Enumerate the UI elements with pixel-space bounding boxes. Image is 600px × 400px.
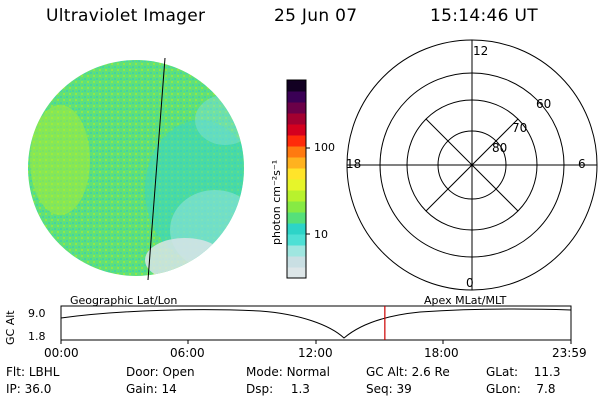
colorbar-segment xyxy=(287,135,306,147)
ip-label: IP: xyxy=(6,382,21,396)
mode-label: Mode: xyxy=(246,365,283,379)
colorbar-segment xyxy=(287,201,306,213)
colorbar-segment xyxy=(287,212,306,224)
colorbar-segment xyxy=(287,113,306,125)
colorbar-segment xyxy=(287,80,306,92)
mode-readout: Mode: Normal xyxy=(246,365,330,379)
colorbar-unit-label: photon cm⁻²s⁻¹ xyxy=(270,159,283,245)
glat-value: 11.3 xyxy=(533,365,561,379)
colorbar-segment xyxy=(287,168,306,180)
door-value: Open xyxy=(162,365,195,379)
mode-value: Normal xyxy=(286,365,330,379)
gc-alt-tick-min: 1.8 xyxy=(28,330,46,343)
dsp-label: Dsp: xyxy=(246,382,274,396)
apex-label: Apex MLat/MLT xyxy=(424,294,507,307)
lat-label-80: 80 xyxy=(492,141,508,155)
mlt-label-12: 12 xyxy=(473,44,489,58)
time-tick-0600: 06:00 xyxy=(170,346,205,360)
glon-value: 7.8 xyxy=(536,382,556,396)
colorbar-segment xyxy=(287,179,306,191)
lat-label-70: 70 xyxy=(512,121,528,135)
glon-readout: GLon: 7.8 xyxy=(486,382,556,396)
seq-readout: Seq: 39 xyxy=(366,382,412,396)
terminator-line xyxy=(147,57,166,281)
colorbar-segment xyxy=(287,267,306,279)
colorbar-segment xyxy=(287,124,306,136)
colorbar-segment xyxy=(287,190,306,202)
colorbar-tick-10: 10 xyxy=(314,228,328,241)
gcalt-readout: GC Alt: 2.6 Re xyxy=(366,365,450,379)
colorbar-segment xyxy=(287,234,306,246)
gc-alt-axis-label: GC Alt xyxy=(4,310,17,345)
dsp-readout: Dsp: 1.3 xyxy=(246,382,310,396)
flt-label: Flt: xyxy=(6,365,25,379)
glon-label: GLon: xyxy=(486,382,521,396)
ip-readout: IP: 36.0 xyxy=(6,382,51,396)
colorbar-segment xyxy=(287,91,306,103)
flt-value: LBHL xyxy=(28,365,60,379)
glat-label: GLat: xyxy=(486,365,519,379)
image-time: 15:14:46 UT xyxy=(430,6,538,26)
time-tick-0000: 00:00 xyxy=(44,346,79,360)
gain-value: 14 xyxy=(161,382,177,396)
ip-value: 36.0 xyxy=(24,382,52,396)
glat-readout: GLat: 11.3 xyxy=(486,365,560,379)
mlt-label-6: 6 xyxy=(578,157,586,171)
dsp-value: 1.3 xyxy=(290,382,310,396)
flt-readout: Flt: LBHL xyxy=(6,365,59,379)
colorbar-segment xyxy=(287,245,306,257)
time-tick-1800: 18:00 xyxy=(424,346,459,360)
geographic-label: Geographic Lat/Lon xyxy=(70,294,178,307)
time-tick-1200: 12:00 xyxy=(298,346,333,360)
door-label: Door: xyxy=(126,365,159,379)
colorbar-segment xyxy=(287,102,306,114)
gain-readout: Gain: 14 xyxy=(126,382,177,396)
colorbar-segment xyxy=(287,223,306,235)
seq-value: 39 xyxy=(396,382,412,396)
seq-label: Seq: xyxy=(366,382,393,396)
colorbar-segment xyxy=(287,146,306,158)
imager-title: Ultraviolet Imager xyxy=(46,6,206,26)
gc-alt-tick-max: 9.0 xyxy=(28,307,46,320)
colorbar-segment xyxy=(287,157,306,169)
mlt-label-18: 18 xyxy=(346,157,362,171)
mlt-label-0: 0 xyxy=(466,276,474,290)
lat-label-60: 60 xyxy=(536,97,552,111)
image-date: 25 Jun 07 xyxy=(274,6,358,26)
gain-label: Gain: xyxy=(126,382,158,396)
colorbar-tick-100: 100 xyxy=(314,141,335,154)
gcalt-label: GC Alt: xyxy=(366,365,408,379)
door-readout: Door: Open xyxy=(126,365,195,379)
colorbar-frame xyxy=(286,79,307,279)
gcalt-value: 2.6 Re xyxy=(411,365,450,379)
time-tick-2359: 23:59 xyxy=(552,346,587,360)
colorbar-segment xyxy=(287,256,306,268)
